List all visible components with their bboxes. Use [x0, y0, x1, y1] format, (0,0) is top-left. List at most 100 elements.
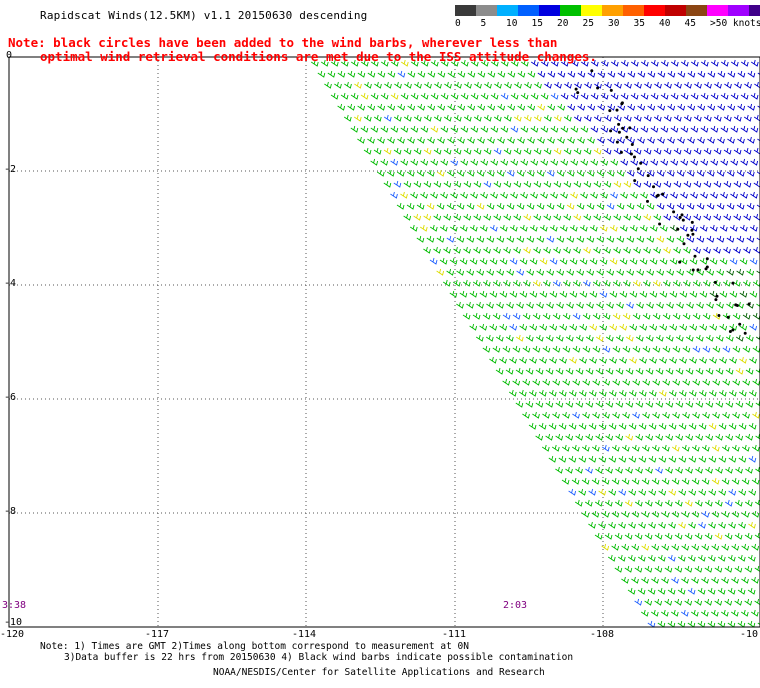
- contamination-circle: [717, 314, 721, 317]
- x-tick-lon-108: -108: [590, 629, 615, 640]
- contamination-circle: [609, 88, 613, 92]
- x-tick-lon-105: -10: [740, 629, 759, 640]
- map-title: Rapidscat Winds(12.5KM) v1.1 20150630 de…: [40, 9, 368, 22]
- contamination-circle: [738, 322, 742, 326]
- contamination-circle: [609, 129, 613, 133]
- y-tick-lat-4: -4: [4, 278, 17, 289]
- contamination-circle: [617, 122, 621, 126]
- contamination-circle: [678, 260, 682, 264]
- footer-note-1: Note: 1) Times are GMT 2)Times along bot…: [40, 641, 469, 652]
- legend-label: 15: [531, 18, 543, 29]
- contamination-circle: [743, 331, 747, 335]
- legend-labels: 0 5 10 15 20 25 30 35 40 45 >50 knots: [455, 16, 760, 30]
- legend-swatch: [476, 5, 497, 16]
- time-label-2: 2:03: [503, 600, 528, 611]
- legend-label: 5: [480, 18, 487, 29]
- contamination-circle: [625, 135, 629, 139]
- contamination-circle: [633, 179, 637, 183]
- legend-swatch: [728, 5, 749, 16]
- note-line-1: Note: black circles have been added to t…: [8, 35, 558, 50]
- legend-swatch: [518, 5, 539, 16]
- y-tick-lat-10: -10: [4, 617, 23, 628]
- x-tick-lon-114: -114: [292, 629, 317, 640]
- contamination-circle: [691, 268, 695, 272]
- wind-barb-group: [530, 59, 760, 254]
- contamination-circle: [590, 69, 594, 73]
- legend-swatch: [539, 5, 560, 16]
- contamination-circle: [615, 140, 619, 144]
- x-tick-lon-120: -120: [0, 629, 25, 640]
- legend-label: >50 knots: [710, 18, 760, 29]
- map-grid: [8, 57, 760, 627]
- contamination-circle: [704, 267, 708, 271]
- y-tick-lat-8: -8: [4, 506, 17, 517]
- wind-barb-group: [383, 70, 758, 628]
- contamination-circle: [747, 302, 751, 306]
- contamination-circle: [639, 161, 643, 165]
- note-line-2: optimal wind retrieval conditions are me…: [40, 49, 597, 64]
- contamination-circle: [655, 194, 659, 198]
- contamination-circle: [621, 126, 625, 130]
- contamination-circle: [734, 303, 738, 307]
- contamination-circle: [672, 210, 676, 214]
- wind-barb-group: [310, 59, 760, 628]
- contamination-circle: [686, 233, 690, 237]
- y-tick-lat-0: 0: [6, 50, 13, 61]
- contamination-circle: [615, 108, 619, 112]
- contamination-circle: [715, 294, 719, 298]
- contamination-circle: [676, 227, 680, 231]
- legend-swatch: [560, 5, 581, 16]
- legend-swatches: [455, 5, 760, 16]
- contamination-circle: [731, 328, 735, 332]
- legend-label: 35: [633, 18, 645, 29]
- footer-note-2: 3)Data buffer is 22 hrs from 20150630 4)…: [64, 652, 574, 663]
- contamination-circle: [652, 185, 655, 189]
- legend-swatch: [602, 5, 623, 16]
- y-tick-lat-2: -2: [4, 164, 17, 175]
- legend-label: 40: [659, 18, 671, 29]
- x-tick-lon-117: -117: [145, 629, 170, 640]
- map-frame: [8, 56, 760, 628]
- contamination-circle: [596, 86, 600, 90]
- contamination-circle: [608, 109, 612, 113]
- legend-label: 0: [455, 18, 461, 29]
- contamination-circle: [646, 174, 650, 178]
- contamination-circle: [576, 91, 580, 95]
- contamination-circle: [705, 257, 709, 261]
- legend-swatch: [644, 5, 665, 16]
- contamination-circle: [628, 126, 632, 130]
- legend-label: 25: [582, 18, 594, 29]
- contamination-circle: [630, 143, 634, 146]
- legend-swatch: [623, 5, 644, 16]
- contamination-circle: [636, 167, 640, 171]
- wind-barbs: [310, 59, 760, 628]
- x-tick-lon-111: -111: [442, 629, 467, 640]
- contamination-circle: [680, 213, 684, 217]
- wind-barb-group: [353, 59, 760, 551]
- wind-barb-group: [669, 224, 760, 342]
- contamination-circle: [617, 130, 621, 134]
- contamination-circle: [619, 150, 623, 154]
- contamination-circle: [696, 268, 700, 272]
- legend-swatch: [455, 5, 476, 16]
- contamination-circle: [690, 220, 694, 224]
- contamination-circle: [661, 192, 665, 196]
- legend-swatch: [749, 5, 760, 16]
- contamination-circle: [728, 330, 732, 333]
- legend-swatch: [665, 5, 686, 16]
- footer-credit: NOAA/NESDIS/Center for Satellite Applica…: [213, 667, 545, 678]
- legend-swatch: [707, 5, 728, 16]
- legend-label: 10: [506, 18, 518, 29]
- contamination-circle: [646, 199, 649, 203]
- contamination-circle: [678, 216, 682, 219]
- contamination-circle: [633, 155, 636, 159]
- contamination-circle: [691, 232, 695, 236]
- contamination-circle: [682, 242, 686, 246]
- color-legend: 0 5 10 15 20 25 30 35 40 45 >50 knots: [455, 5, 760, 30]
- legend-label: 20: [557, 18, 569, 29]
- contamination-circle: [629, 152, 633, 156]
- contamination-circle: [681, 218, 685, 222]
- y-tick-lat-6: -6: [4, 392, 17, 403]
- contamination-circle: [690, 228, 694, 232]
